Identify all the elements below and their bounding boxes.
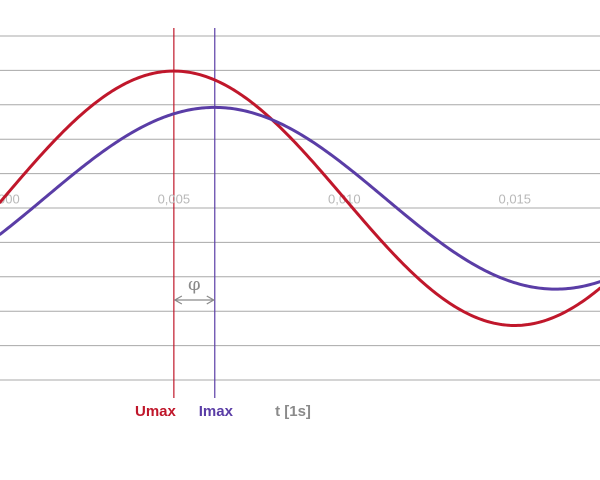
series-label-imax: Imax — [199, 403, 234, 420]
series-line-umax — [0, 69, 600, 327]
peak-marker-lines — [173, 28, 216, 398]
phase-arrow-head-right — [206, 295, 215, 305]
series-label-umax: Umax — [135, 403, 177, 420]
waveform-curves — [0, 69, 600, 327]
x-tick-label: 0,005 — [158, 191, 191, 206]
x-axis-label: t [1s] — [275, 403, 311, 420]
horizontal-gridlines — [0, 35, 600, 381]
phase-shift-annotation: φ — [173, 274, 215, 305]
axis-and-series-labels: Umax Imax t [1s] — [135, 403, 311, 420]
x-tick-label: 0,015 — [498, 191, 531, 206]
series-line-imax — [0, 105, 600, 291]
phase-arrow-head-left — [173, 295, 183, 305]
phase-symbol: φ — [188, 274, 201, 295]
